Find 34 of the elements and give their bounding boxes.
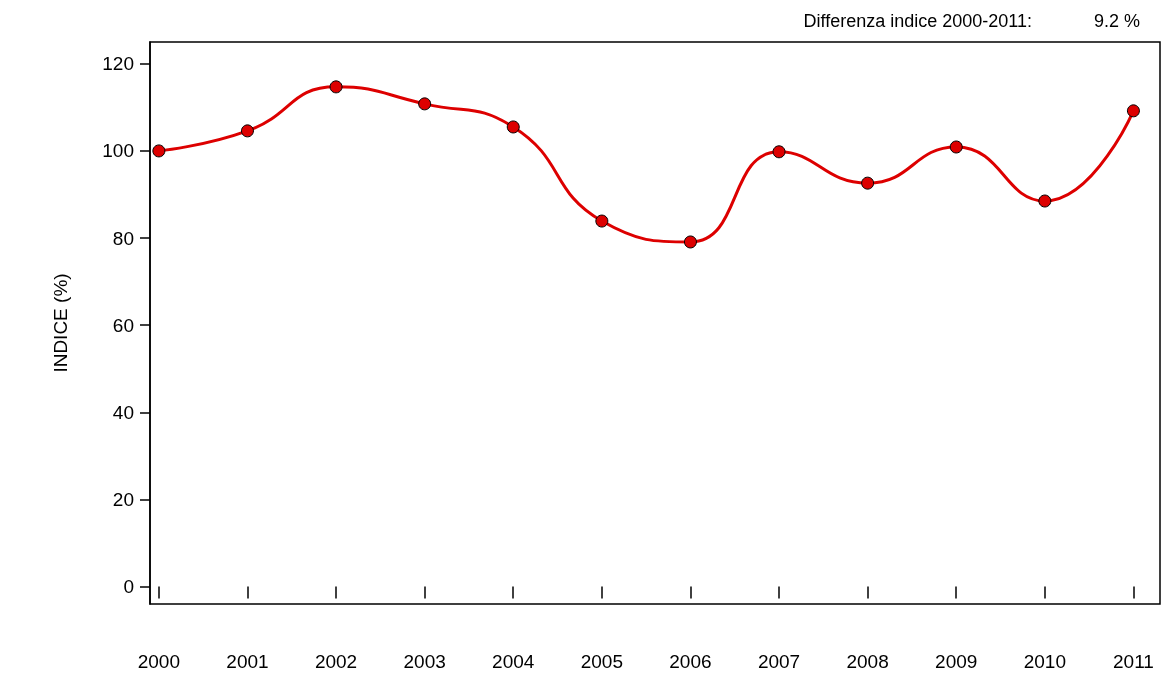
x-tick-label: 2005 [580, 651, 623, 672]
point [1126, 104, 1140, 118]
x-tick-label: 2011 [1112, 651, 1154, 672]
point [595, 214, 609, 228]
x-tick-label: 2001 [226, 651, 269, 672]
y-tick-label: 120 [102, 53, 134, 75]
y-tick-label: 60 [112, 314, 134, 336]
text: 9.2 % [1093, 11, 1140, 31]
y-axis-title: INDICE (%) [50, 273, 71, 373]
point [329, 80, 343, 94]
y-tick-label: 0 [123, 576, 134, 598]
y-tick-label: 80 [112, 227, 134, 249]
point [949, 140, 963, 154]
x-tick-label: 2003 [403, 651, 446, 672]
x-tick-label: 2006 [669, 651, 712, 672]
point [683, 235, 697, 249]
x-tick-label: 2004 [492, 651, 535, 672]
x-tick-label: 2008 [846, 651, 889, 672]
point [861, 176, 875, 190]
point [506, 120, 520, 134]
y-tick-label: 100 [102, 140, 134, 162]
point [772, 145, 786, 159]
x-tick-label: 2000 [137, 651, 180, 672]
point [240, 124, 254, 138]
x-tick-label: 2007 [757, 651, 801, 672]
text: Differenza indice 2000-2011: [803, 11, 1033, 31]
point [152, 144, 166, 158]
x-tick-label: 2002 [314, 651, 358, 672]
y-tick-label: 40 [112, 401, 134, 423]
y-tick-label: 20 [112, 488, 134, 510]
point [1038, 194, 1052, 208]
x-tick-label: 2009 [935, 651, 978, 672]
x-tick-label: 2010 [1023, 651, 1066, 672]
point [418, 97, 432, 111]
